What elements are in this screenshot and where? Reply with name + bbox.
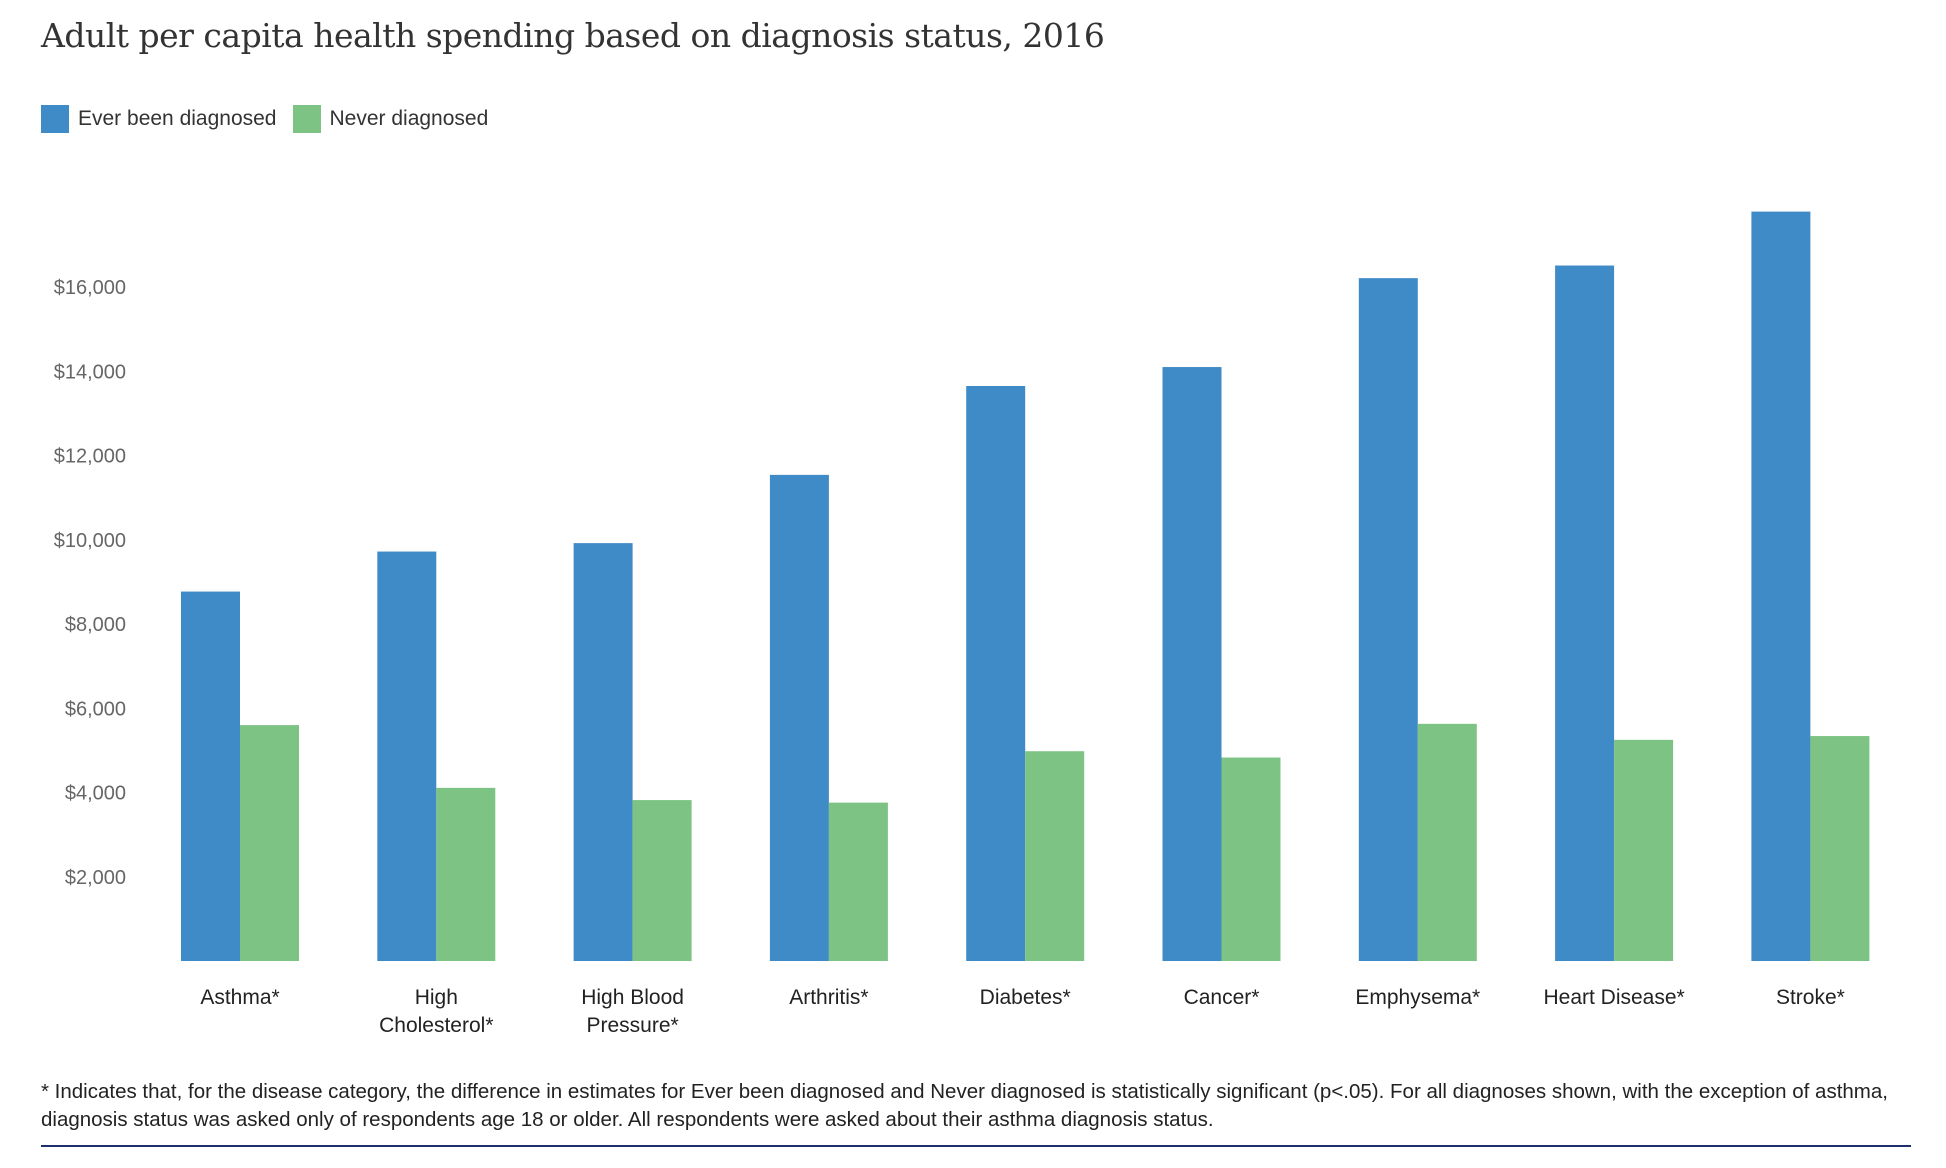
bar-ever xyxy=(1358,278,1418,961)
bar-never xyxy=(1025,751,1085,961)
x-tick-label: Diabetes* xyxy=(980,986,1071,1009)
divider xyxy=(41,1145,1911,1147)
y-tick-label: $12,000 xyxy=(54,446,126,468)
y-tick-label: $10,000 xyxy=(54,530,126,552)
bar-never xyxy=(632,800,692,961)
legend-label-ever: Ever been diagnosed xyxy=(78,107,277,130)
bar-never xyxy=(1221,757,1281,961)
bar-never xyxy=(828,802,888,961)
y-tick-label: $16,000 xyxy=(54,277,126,299)
bar-ever xyxy=(377,551,437,961)
y-tick-label: $8,000 xyxy=(65,614,126,636)
x-tick-label: Cancer* xyxy=(1184,986,1260,1009)
bar-ever xyxy=(1162,367,1222,962)
x-tick-label: High Blood xyxy=(581,986,684,1009)
bar-ever xyxy=(769,474,829,961)
x-tick-label: Cholesterol* xyxy=(379,1014,493,1037)
x-tick-label: High xyxy=(415,986,458,1009)
bar-never xyxy=(1614,739,1674,961)
y-tick-label: $2,000 xyxy=(65,867,126,889)
legend-swatch-never xyxy=(292,105,321,133)
legend-label-never: Never diagnosed xyxy=(329,107,489,130)
legend: Ever been diagnosed Never diagnosed xyxy=(41,105,504,133)
bar-ever xyxy=(181,591,240,961)
x-tick-label: Stroke* xyxy=(1776,986,1845,1009)
bar-never xyxy=(240,725,299,961)
chart-title: Adult per capita health spending based o… xyxy=(41,16,1105,55)
legend-item-ever: Ever been diagnosed xyxy=(41,105,277,133)
y-tick-label: $4,000 xyxy=(65,783,126,805)
y-tick-label: $6,000 xyxy=(65,698,126,720)
x-tick-label: Arthritis* xyxy=(789,986,868,1009)
bar-never xyxy=(1417,723,1477,961)
bar-ever xyxy=(1751,211,1811,961)
legend-item-never: Never diagnosed xyxy=(292,105,489,133)
bar-never xyxy=(436,787,496,961)
bar-ever xyxy=(1555,265,1615,961)
bar-never xyxy=(1810,736,1870,961)
x-tick-label: Emphysema* xyxy=(1355,986,1480,1009)
footnote: * Indicates that, for the disease catego… xyxy=(41,1080,1888,1131)
bar-ever xyxy=(573,543,633,961)
x-tick-label: Asthma* xyxy=(200,986,279,1009)
bar-ever xyxy=(966,385,1026,961)
x-tick-label: Pressure* xyxy=(586,1014,678,1037)
x-tick-label: Heart Disease* xyxy=(1543,986,1684,1009)
y-tick-label: $14,000 xyxy=(54,361,126,383)
legend-swatch-ever xyxy=(41,105,69,133)
